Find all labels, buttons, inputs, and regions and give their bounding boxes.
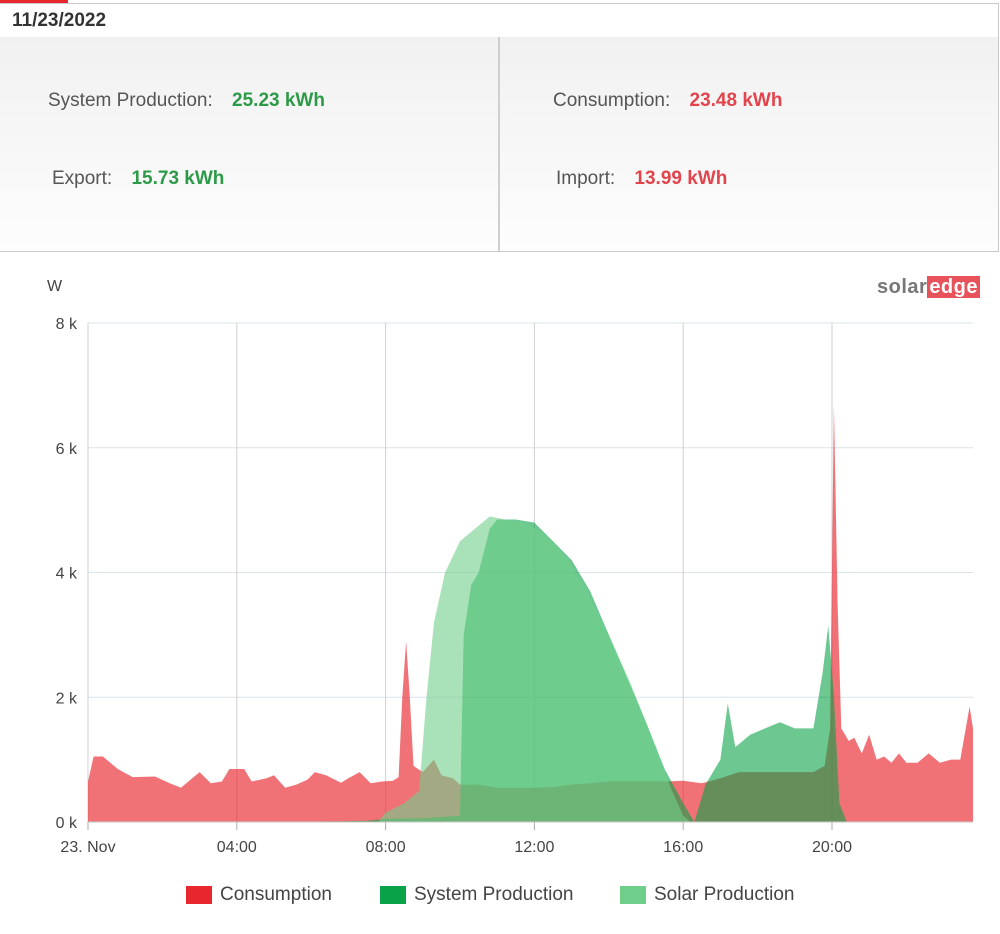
stats-divider xyxy=(498,37,500,251)
legend-swatch xyxy=(186,886,212,904)
y-tick-label: 2 k xyxy=(56,690,78,707)
date-label: 11/23/2022 xyxy=(12,10,107,31)
consumption-stat: Consumption: 23.48 kWh xyxy=(553,90,782,112)
legend-item-consumption[interactable]: Consumption xyxy=(186,880,332,910)
export-stat: Export: 15.73 kWh xyxy=(52,168,224,190)
consumption-label: Consumption: xyxy=(553,90,671,111)
x-tick-label: 08:00 xyxy=(366,839,406,856)
series-area-solar-production xyxy=(88,516,973,822)
legend-label: Solar Production xyxy=(654,884,795,905)
export-value: 15.73 kWh xyxy=(131,168,225,189)
legend-label: System Production xyxy=(414,884,574,905)
solaredge-logo: solar edge xyxy=(877,276,980,298)
legend-swatch xyxy=(380,886,406,904)
y-tick-label: 4 k xyxy=(56,566,78,583)
date-header: 11/23/2022 xyxy=(0,3,999,38)
y-tick-label: 8 k xyxy=(56,316,78,333)
system-production-label: System Production: xyxy=(48,90,213,111)
series-area-system-production xyxy=(88,519,973,822)
x-tick-label: 16:00 xyxy=(663,839,703,856)
import-value: 13.99 kWh xyxy=(634,168,728,189)
stats-panel: System Production: 25.23 kWh Export: 15.… xyxy=(0,37,999,252)
legend-item-system-production[interactable]: System Production xyxy=(380,880,573,910)
import-label: Import: xyxy=(556,168,616,189)
x-tick-label: 04:00 xyxy=(217,839,257,856)
y-tick-label: 0 k xyxy=(56,815,78,832)
series-area-consumption xyxy=(88,404,973,822)
y-axis-label: W xyxy=(47,278,63,295)
x-tick-label: 12:00 xyxy=(514,839,554,856)
x-tick-label: 20:00 xyxy=(812,839,852,856)
legend-swatch xyxy=(620,886,646,904)
system-production-stat: System Production: 25.23 kWh xyxy=(48,90,325,112)
legend-label: Consumption xyxy=(220,884,332,905)
import-stat: Import: 13.99 kWh xyxy=(556,168,727,190)
export-label: Export: xyxy=(52,168,113,189)
chart-legend: Consumption System Production Solar Produc… xyxy=(0,880,1000,910)
consumption-value: 23.48 kWh xyxy=(689,90,783,111)
y-tick-label: 6 k xyxy=(56,441,78,458)
legend-item-solar-production[interactable]: Solar Production xyxy=(620,880,794,910)
x-tick-label: 23. Nov xyxy=(60,839,115,856)
system-production-value: 25.23 kWh xyxy=(232,90,325,111)
top-accent-bar xyxy=(0,0,68,3)
